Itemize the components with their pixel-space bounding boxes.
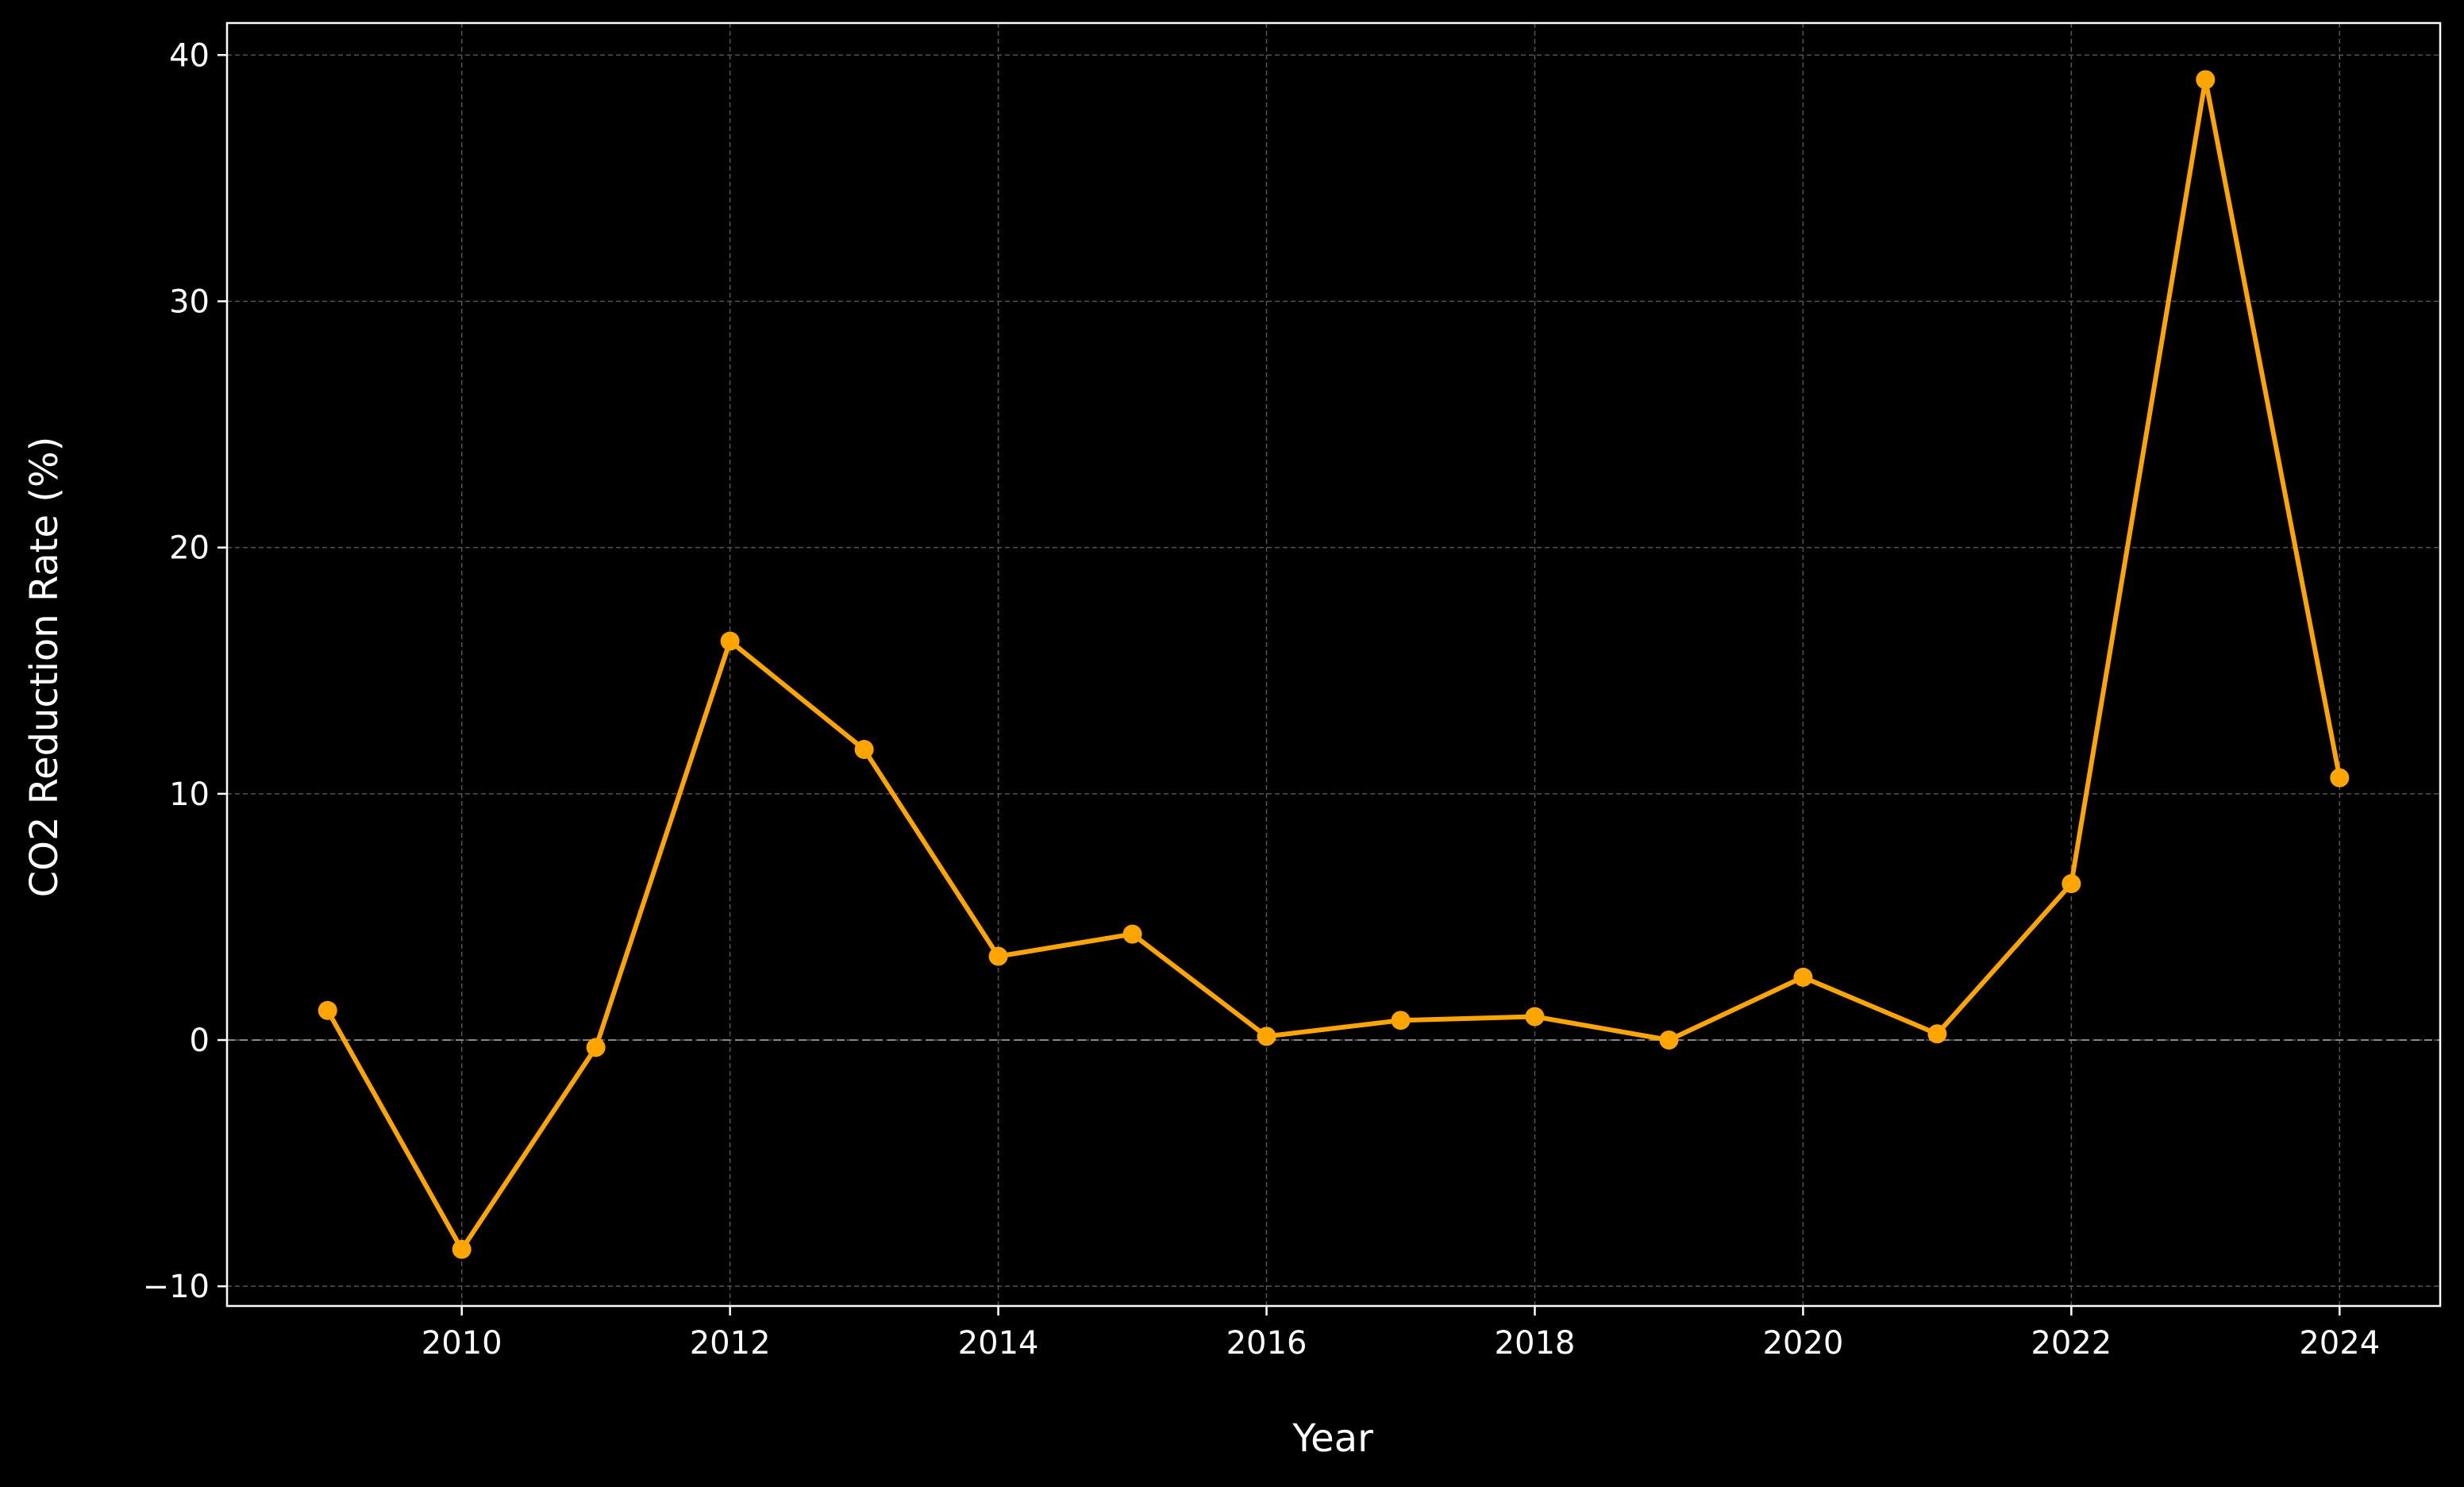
y-axis-label: CO2 Reduction Rate (%) bbox=[22, 437, 67, 898]
x-tick-label: 2012 bbox=[690, 1325, 771, 1362]
data-point bbox=[988, 946, 1008, 966]
data-point bbox=[2330, 768, 2350, 788]
y-tick-label: 0 bbox=[190, 1023, 210, 1059]
data-point bbox=[1525, 1007, 1545, 1027]
y-tick-label: −10 bbox=[143, 1269, 210, 1305]
x-tick-label: 2018 bbox=[1495, 1325, 1576, 1362]
data-point bbox=[586, 1038, 606, 1057]
data-point bbox=[1391, 1011, 1411, 1030]
x-axis-label: Year bbox=[1292, 1416, 1373, 1461]
series-line bbox=[325, 77, 2343, 1252]
data-point bbox=[1257, 1027, 1276, 1046]
data-point bbox=[1659, 1030, 1679, 1050]
x-tick-label: 2022 bbox=[2031, 1325, 2112, 1362]
x-tick-label: 2014 bbox=[958, 1325, 1039, 1362]
y-axis-ticks: −10 0 10 20 30 40 bbox=[143, 37, 227, 1305]
data-point bbox=[2062, 874, 2081, 894]
x-tick-label: 2016 bbox=[1226, 1325, 1307, 1362]
data-point bbox=[318, 1000, 337, 1020]
data-point bbox=[854, 740, 874, 760]
data-point bbox=[1927, 1024, 1947, 1044]
data-point bbox=[452, 1239, 472, 1259]
data-series bbox=[318, 70, 2350, 1259]
y-tick-label: 40 bbox=[169, 37, 210, 74]
x-tick-label: 2010 bbox=[422, 1325, 502, 1362]
data-point bbox=[1793, 967, 1813, 987]
data-point bbox=[1122, 924, 1142, 944]
x-tick-label: 2020 bbox=[1762, 1325, 1843, 1362]
plot-frame bbox=[225, 21, 2442, 1308]
x-axis-ticks: 2010 2012 2014 2016 2018 2020 2022 2024 bbox=[422, 1306, 2380, 1362]
data-point bbox=[2196, 70, 2216, 90]
y-tick-label: 30 bbox=[169, 283, 210, 320]
y-tick-label: 10 bbox=[169, 776, 210, 813]
data-point bbox=[720, 631, 740, 651]
x-tick-label: 2024 bbox=[2299, 1325, 2380, 1362]
y-tick-label: 20 bbox=[169, 530, 210, 567]
